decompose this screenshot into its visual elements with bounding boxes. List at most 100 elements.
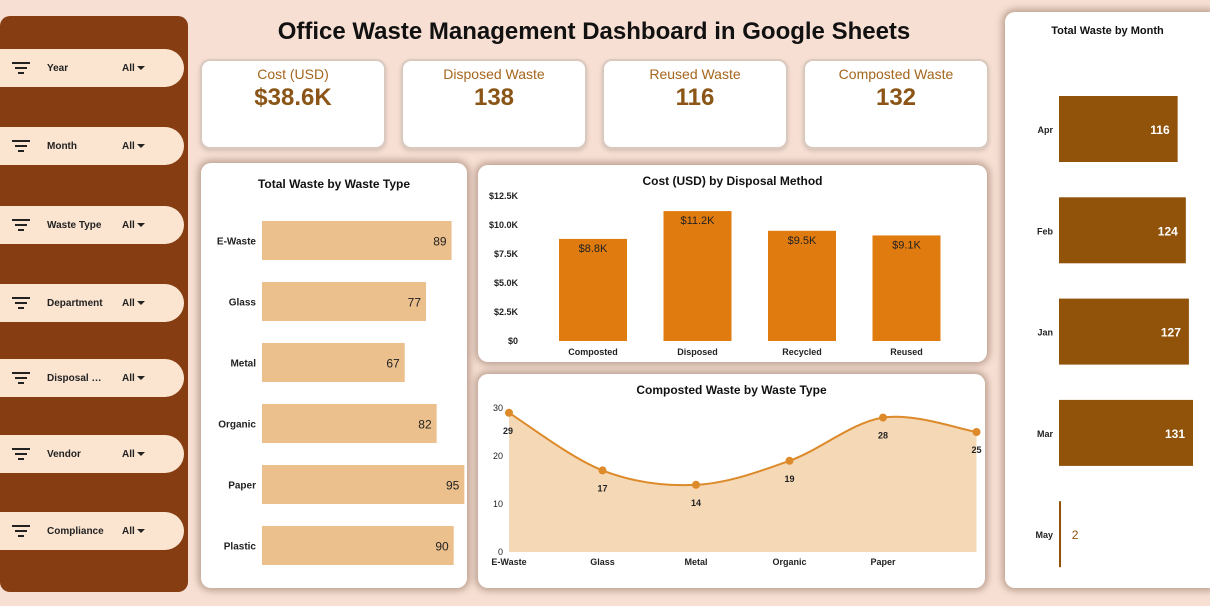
kpi-value: 138 <box>473 84 515 111</box>
category-label: E-Waste <box>491 557 526 567</box>
data-label: 82 <box>418 418 432 432</box>
data-label: 95 <box>446 479 460 493</box>
filter-icon <box>12 524 30 538</box>
y-tick-label: $2.5K <box>494 307 519 317</box>
kpi-value: 132 <box>875 84 917 111</box>
filter-label: Year <box>47 62 69 74</box>
series-line <box>508 411 977 487</box>
bar <box>1059 399 1193 466</box>
filter-icon <box>12 218 30 232</box>
filter-value: All <box>122 62 135 74</box>
bar <box>559 238 627 341</box>
kpi-value: $38.6K <box>254 84 332 111</box>
category-label: Jan <box>1037 328 1053 338</box>
kpi-label: Cost (USD) <box>257 66 329 82</box>
y-tick-label: $10.0K <box>489 220 519 230</box>
category-label: Mar <box>1037 429 1054 439</box>
category-label: May <box>1035 530 1053 540</box>
data-label: 77 <box>408 296 422 310</box>
y-tick-label: 0 <box>498 547 503 557</box>
bar <box>262 221 452 260</box>
data-label: 124 <box>1158 224 1178 238</box>
filter-value: All <box>122 525 135 537</box>
kpi-label: Disposed Waste <box>443 66 545 82</box>
filter-icon <box>12 139 30 153</box>
data-label: 19 <box>784 474 794 484</box>
filter-icon <box>12 371 30 385</box>
data-point <box>505 408 513 417</box>
category-label: Recycled <box>782 347 822 357</box>
category-label: Paper <box>228 481 256 492</box>
kpi-reused-waste: Reused Waste 116 <box>602 59 788 149</box>
data-label: 127 <box>1161 326 1181 340</box>
category-label: Organic <box>218 420 256 431</box>
chevron-down-icon[interactable] <box>137 223 145 227</box>
monthly-waste-chart-card: Total Waste by Month Apr 116 Feb 124 Jan 127 M… <box>1005 12 1210 588</box>
filter-icon <box>12 61 30 75</box>
y-tick-label: $7.5K <box>494 249 519 259</box>
filter-label: Vendor <box>47 448 81 460</box>
page-title: Office Waste Management Dashboard in Goo… <box>277 18 911 45</box>
category-label: Paper <box>870 557 896 567</box>
filter-vendor[interactable]: Vendor All <box>0 435 184 473</box>
kpi-label: Composted Waste <box>838 66 954 82</box>
bar <box>768 230 836 341</box>
chart-title: Total Waste by Month <box>1051 25 1164 37</box>
filter-disposal-method[interactable]: Disposal Method All <box>0 359 184 397</box>
filter-icon <box>12 447 30 461</box>
filter-label: Department <box>47 297 103 309</box>
chart-title: Total Waste by Waste Type <box>257 177 411 191</box>
bar <box>1059 197 1186 264</box>
bar <box>1059 96 1178 162</box>
chevron-down-icon[interactable] <box>137 529 145 533</box>
chevron-down-icon[interactable] <box>137 144 145 148</box>
data-label: 131 <box>1165 427 1185 441</box>
monthly-waste-bar-chart: Apr 116 Feb 124 Jan 127 Mar 131 May 2 <box>1035 96 1193 568</box>
filter-value: All <box>122 372 135 384</box>
data-label: $8.8K <box>579 243 608 255</box>
y-tick-label: $0 <box>508 336 518 346</box>
composted-waste-area-chart: 0 10 20 30 29 17 14 19 28 25 E-Waste Glass Metal Orga… <box>491 403 981 567</box>
filter-compliance[interactable]: Compliance All <box>0 512 184 550</box>
filter-value: All <box>122 140 135 152</box>
filter-year[interactable]: Year All <box>0 49 184 87</box>
category-label: Reused <box>890 347 923 357</box>
data-label: 2 <box>1072 528 1079 542</box>
filter-department[interactable]: Department All <box>0 284 184 322</box>
kpi-label: Reused Waste <box>649 66 741 82</box>
category-label: Disposed <box>677 347 718 357</box>
y-tick-label: $12.5K <box>489 191 519 201</box>
y-tick-label: $5.0K <box>494 278 519 288</box>
data-label: 67 <box>386 357 400 371</box>
data-label: $9.5K <box>788 235 817 247</box>
chevron-down-icon[interactable] <box>137 66 145 70</box>
filter-month[interactable]: Month All <box>0 127 184 165</box>
filter-value: All <box>122 448 135 460</box>
bar <box>1059 298 1189 365</box>
chevron-down-icon[interactable] <box>137 301 145 305</box>
bar <box>872 235 941 341</box>
data-label: 90 <box>435 540 449 554</box>
kpi-cost: Cost (USD) $38.6K <box>200 59 386 149</box>
data-label: 28 <box>878 431 888 441</box>
filter-icon <box>12 296 30 310</box>
category-label: E-Waste <box>217 237 257 248</box>
data-label: $9.1K <box>892 239 921 251</box>
data-label: 17 <box>597 483 607 493</box>
chevron-down-icon[interactable] <box>137 452 145 456</box>
waste-type-chart-card: Total Waste by Waste Type E-Waste 89 Glass… <box>201 163 467 588</box>
bar <box>1059 501 1062 568</box>
data-label: $11.2K <box>680 215 715 227</box>
data-point <box>785 456 794 465</box>
kpi-composted-waste: Composted Waste 132 <box>803 59 989 149</box>
data-point <box>692 480 700 489</box>
data-label: 116 <box>1150 123 1170 137</box>
kpi-value: 116 <box>675 84 715 111</box>
y-tick-label: 30 <box>493 403 503 413</box>
filter-waste-type[interactable]: Waste Type All <box>0 206 184 244</box>
filter-value: All <box>122 297 135 309</box>
category-label: Organic <box>772 557 806 567</box>
category-label: Apr <box>1038 125 1054 135</box>
area-fill <box>509 412 977 552</box>
chevron-down-icon[interactable] <box>137 376 145 380</box>
